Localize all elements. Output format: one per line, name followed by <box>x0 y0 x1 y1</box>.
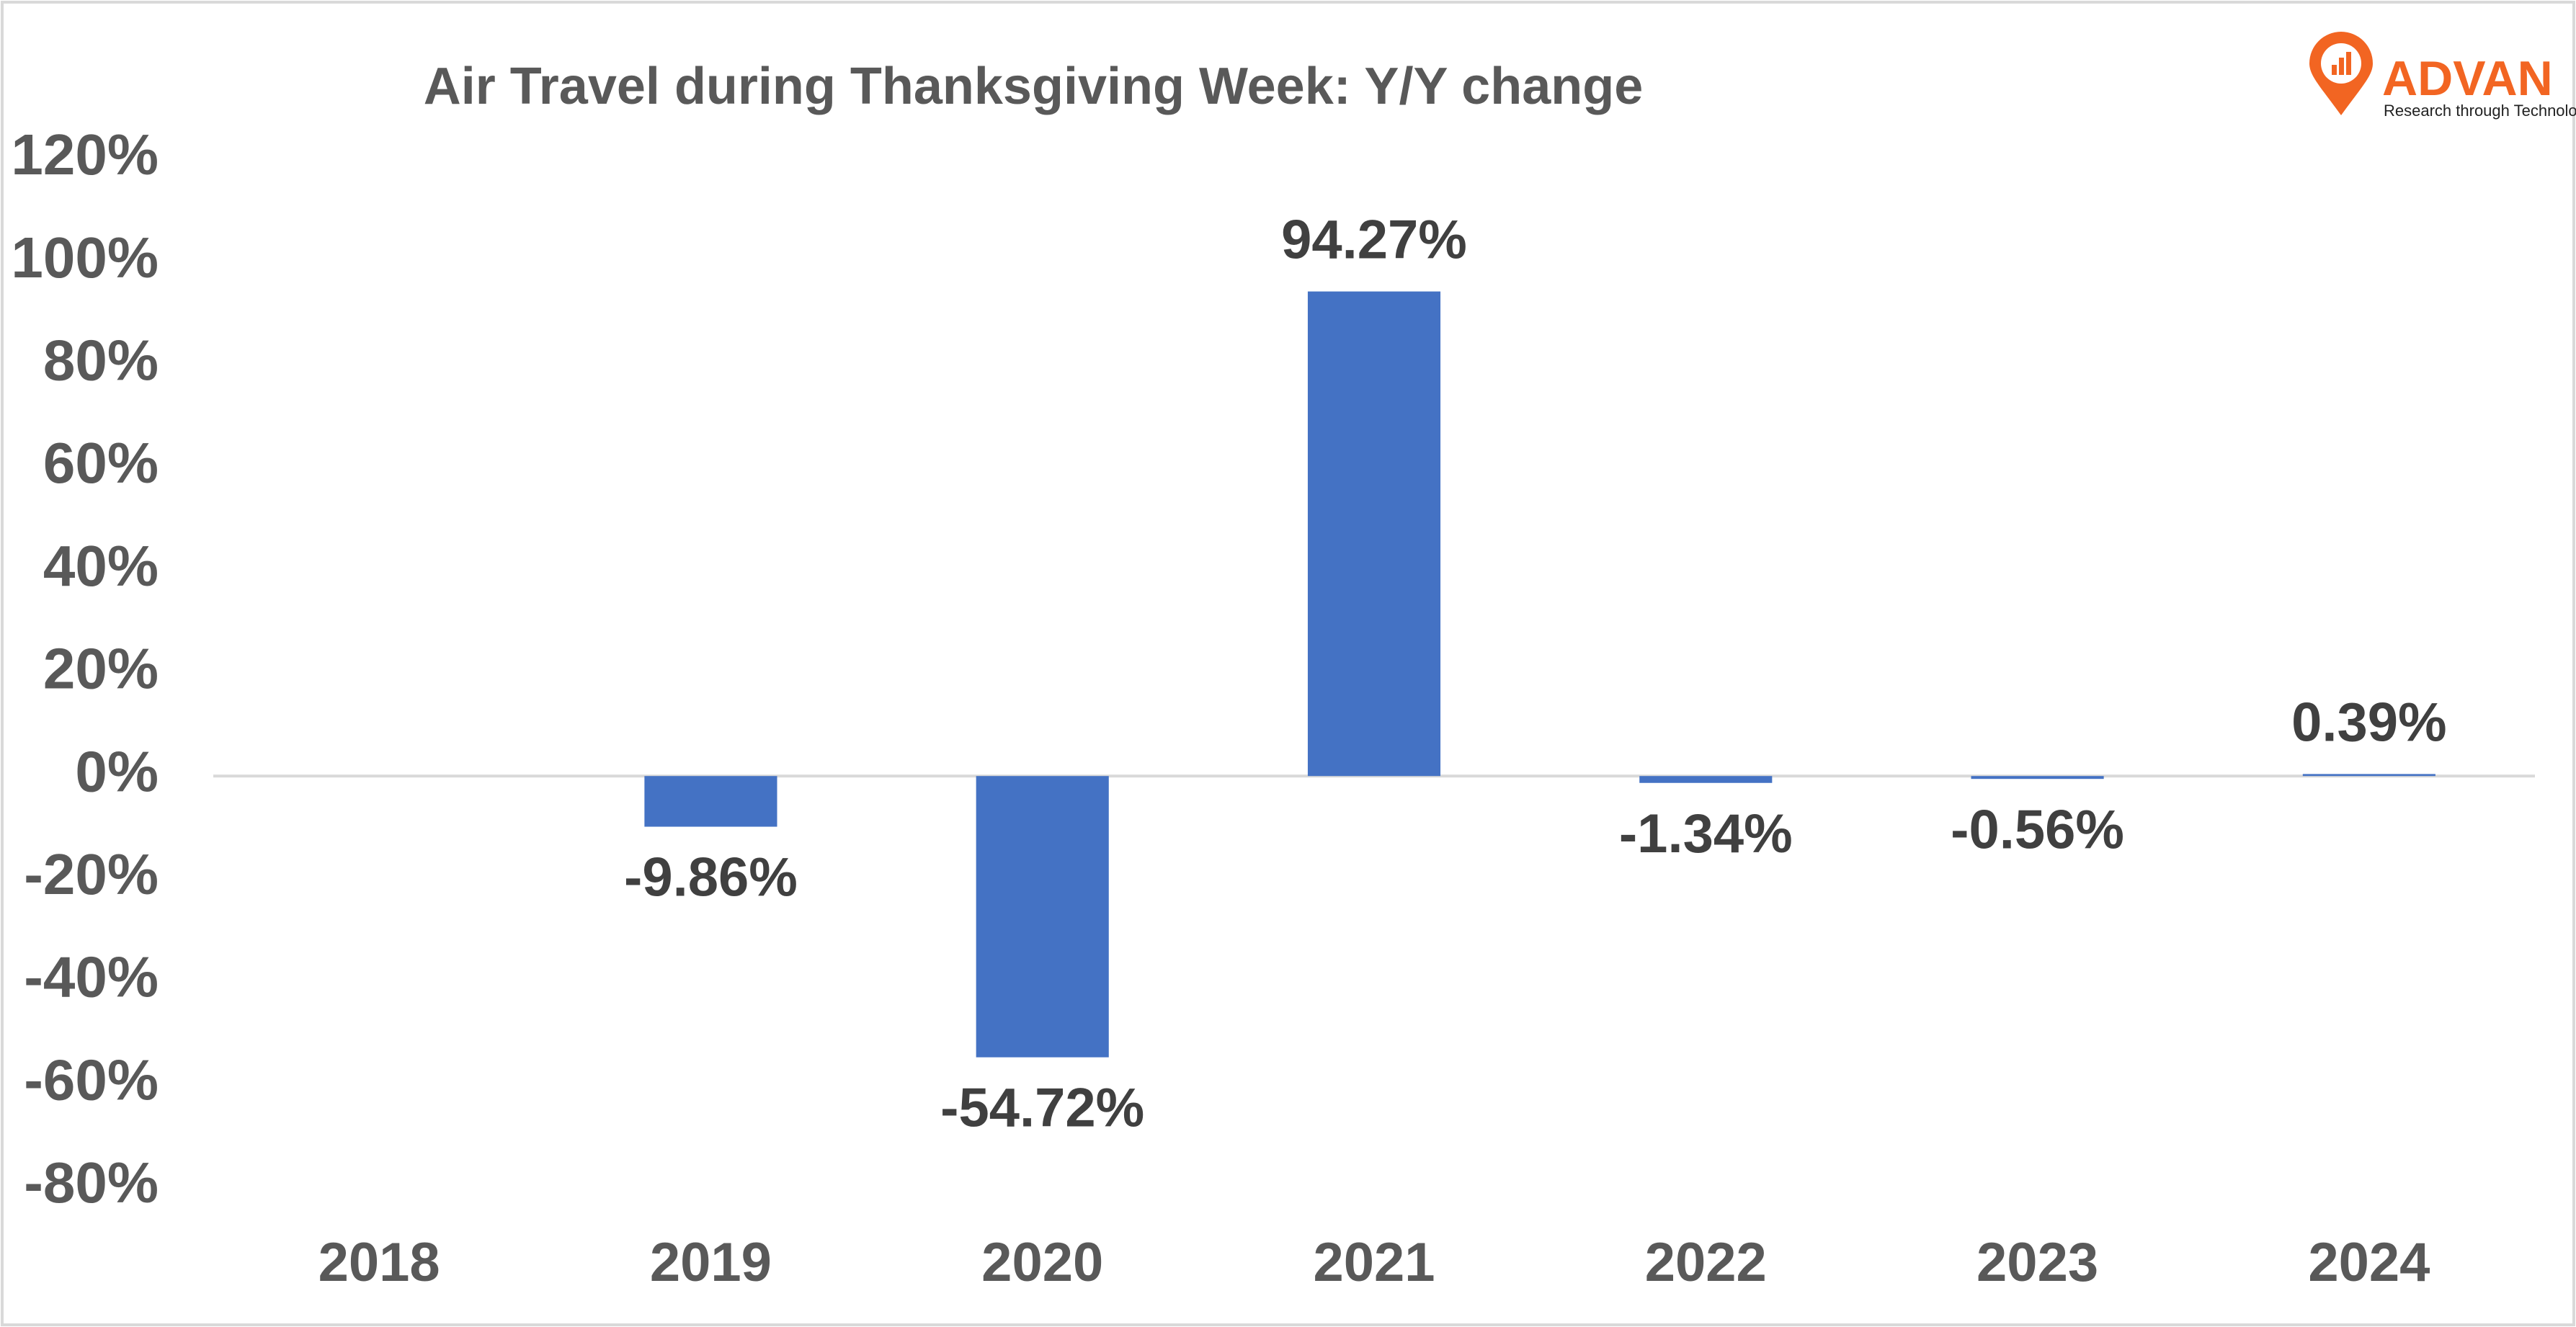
bar <box>1307 291 1441 777</box>
x-tick-label: 2020 <box>981 1232 1103 1293</box>
data-label: -0.56% <box>1951 799 2124 860</box>
bar <box>2302 774 2435 777</box>
logo-tagline: Research through Technology <box>2384 102 2576 120</box>
y-tick-label: 80% <box>43 329 159 393</box>
y-tick-label: -80% <box>24 1150 159 1215</box>
bar <box>1971 776 2104 779</box>
x-tick-label: 2024 <box>2308 1232 2430 1293</box>
logo: ADVAN Research through Technology <box>2309 32 2576 120</box>
y-tick-label: 40% <box>43 534 159 598</box>
logo-bar <box>2339 58 2344 75</box>
x-tick-label: 2023 <box>1976 1232 2098 1293</box>
y-tick-label: 100% <box>11 225 159 290</box>
x-tick-label: 2019 <box>650 1232 772 1293</box>
y-tick-label: -20% <box>24 842 159 906</box>
y-tick-label: -40% <box>24 945 159 1009</box>
y-tick-label: 120% <box>11 122 159 187</box>
data-label: -54.72% <box>940 1078 1144 1139</box>
logo-name: ADVAN <box>2382 51 2553 106</box>
data-label: 94.27% <box>1281 210 1467 271</box>
y-tick-label: -60% <box>24 1047 159 1112</box>
data-label: -1.34% <box>1619 803 1793 864</box>
x-tick-label: 2021 <box>1313 1232 1435 1293</box>
bar <box>1639 776 1773 783</box>
logo-bar <box>2346 52 2351 75</box>
y-tick-label: 0% <box>75 739 159 803</box>
chart-title: Air Travel during Thanksgiving Week: Y/Y… <box>424 58 1644 115</box>
y-tick-label: 20% <box>43 637 159 701</box>
data-label: 0.39% <box>2291 692 2447 753</box>
logo-bar <box>2332 65 2337 75</box>
bar <box>644 776 777 827</box>
x-tick-label: 2022 <box>1645 1232 1767 1293</box>
x-tick-label: 2018 <box>318 1232 440 1293</box>
data-label: -9.86% <box>624 847 798 908</box>
y-tick-label: 60% <box>43 431 159 495</box>
bar <box>976 776 1109 1058</box>
